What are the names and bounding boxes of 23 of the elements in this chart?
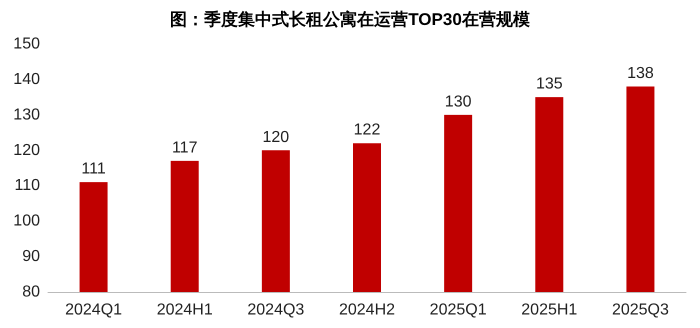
- y-tick-label: 110: [14, 177, 40, 194]
- chart-title: 图：季度集中式长租公寓在运营TOP30在营规模: [170, 10, 530, 29]
- x-tick-label: 2025Q3: [612, 302, 669, 318]
- data-label: 130: [444, 93, 472, 110]
- data-label: 122: [354, 122, 380, 139]
- x-tick-label: 2024H1: [156, 302, 213, 318]
- data-label: 111: [81, 160, 106, 178]
- y-tick-label: 80: [22, 284, 40, 300]
- x-tick-label: 2025Q1: [430, 302, 487, 318]
- data-label: 135: [536, 76, 563, 93]
- y-tick-label: 100: [13, 212, 40, 230]
- y-tick-label: 150: [13, 36, 40, 52]
- data-label: 120: [262, 128, 290, 146]
- data-label: 117: [172, 139, 198, 156]
- x-tick-label: 2024H2: [338, 302, 396, 318]
- y-tick-label: 140: [13, 70, 40, 88]
- y-tick-label: 130: [13, 106, 40, 124]
- x-tick-label: 2025H1: [521, 302, 578, 318]
- y-tick-label: 90: [22, 248, 40, 266]
- y-tick-label: 120: [13, 142, 40, 159]
- x-tick-label: 2024Q1: [65, 302, 122, 318]
- x-tick-label: 2024Q3: [247, 302, 304, 318]
- data-label: 138: [627, 65, 654, 82]
